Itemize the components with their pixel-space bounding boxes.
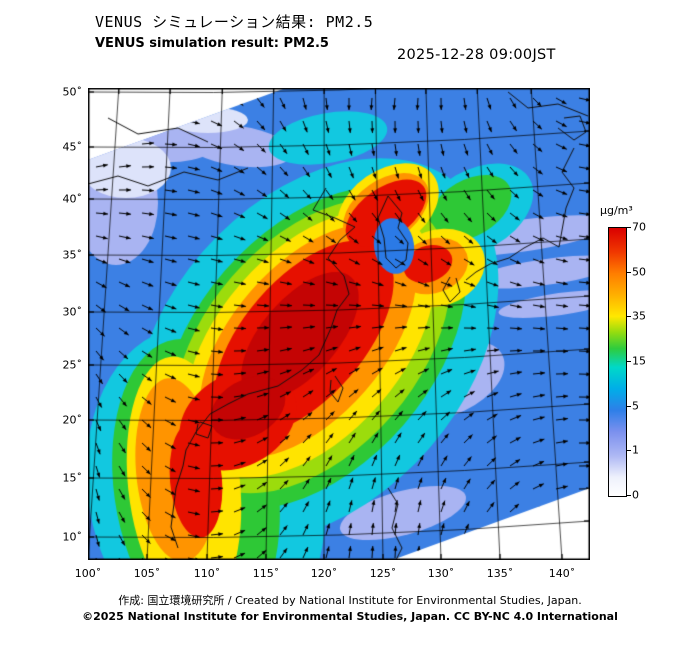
lat-tick-label: 50˚ xyxy=(62,85,83,99)
page-title-japanese: VENUS シミュレーション結果: PM2.5 xyxy=(95,13,374,31)
legend-tick-mark xyxy=(626,361,631,362)
legend-tick-label: 5 xyxy=(632,399,639,413)
lon-tick-label: 135˚ xyxy=(486,567,514,580)
lon-tick-label: 125˚ xyxy=(369,567,397,580)
legend-tick-mark xyxy=(626,405,631,407)
legend-tick-label: 50 xyxy=(632,265,646,279)
credit-line: 作成: 国立環境研究所 / Created by National Instit… xyxy=(118,594,582,607)
pm25-map-plot: 50˚ 45˚ 40˚ 35˚ 30˚ 25˚ 20˚ 15˚ 10˚ 100˚ 105˚ 110˚… xyxy=(63,86,590,580)
lat-tick-label: 35˚ xyxy=(62,248,83,262)
lon-tick-label: 115˚ xyxy=(252,567,280,580)
lat-tick-label: 45˚ xyxy=(62,140,83,154)
legend-tick-mark xyxy=(626,450,631,452)
lat-tick-label: 40˚ xyxy=(62,192,83,206)
lon-tick-label: 110˚ xyxy=(193,567,221,580)
legend-tick-label: 35 xyxy=(632,309,646,323)
legend-unit-label: µg/m³ xyxy=(600,204,633,217)
lon-tick-label: 120˚ xyxy=(310,567,338,580)
timestamp: 2025-12-28 09:00JST xyxy=(397,47,556,63)
copyright-line: ©2025 National Institute for Environment… xyxy=(82,610,618,623)
lat-tick-label: 15˚ xyxy=(62,471,83,485)
legend-tick-label: 15 xyxy=(632,354,646,368)
color-legend: µg/m³ 70 50 35 15 5 1 0 xyxy=(598,204,698,514)
lon-tick-label: 130˚ xyxy=(427,567,455,580)
legend-colorbar xyxy=(608,227,627,497)
pm25-map-canvas xyxy=(88,88,590,560)
legend-tick-mark xyxy=(626,316,631,318)
page-title-english: VENUS simulation result: PM2.5 xyxy=(95,36,329,51)
lon-tick-label: 105˚ xyxy=(133,567,161,580)
legend-tick-label: 0 xyxy=(632,488,639,502)
legend-tick-mark xyxy=(626,271,631,273)
legend-tick-label: 1 xyxy=(632,443,639,457)
lat-tick-label: 20˚ xyxy=(62,413,83,427)
lat-tick-label: 25˚ xyxy=(62,358,83,372)
legend-tick-mark xyxy=(626,495,631,496)
lon-tick-label: 140˚ xyxy=(548,567,576,580)
legend-tick-label: 70 xyxy=(632,220,646,234)
legend-tick-mark xyxy=(626,227,631,228)
lon-tick-label: 100˚ xyxy=(74,567,102,580)
lat-tick-label: 30˚ xyxy=(62,305,83,319)
lat-tick-label: 10˚ xyxy=(62,530,83,544)
